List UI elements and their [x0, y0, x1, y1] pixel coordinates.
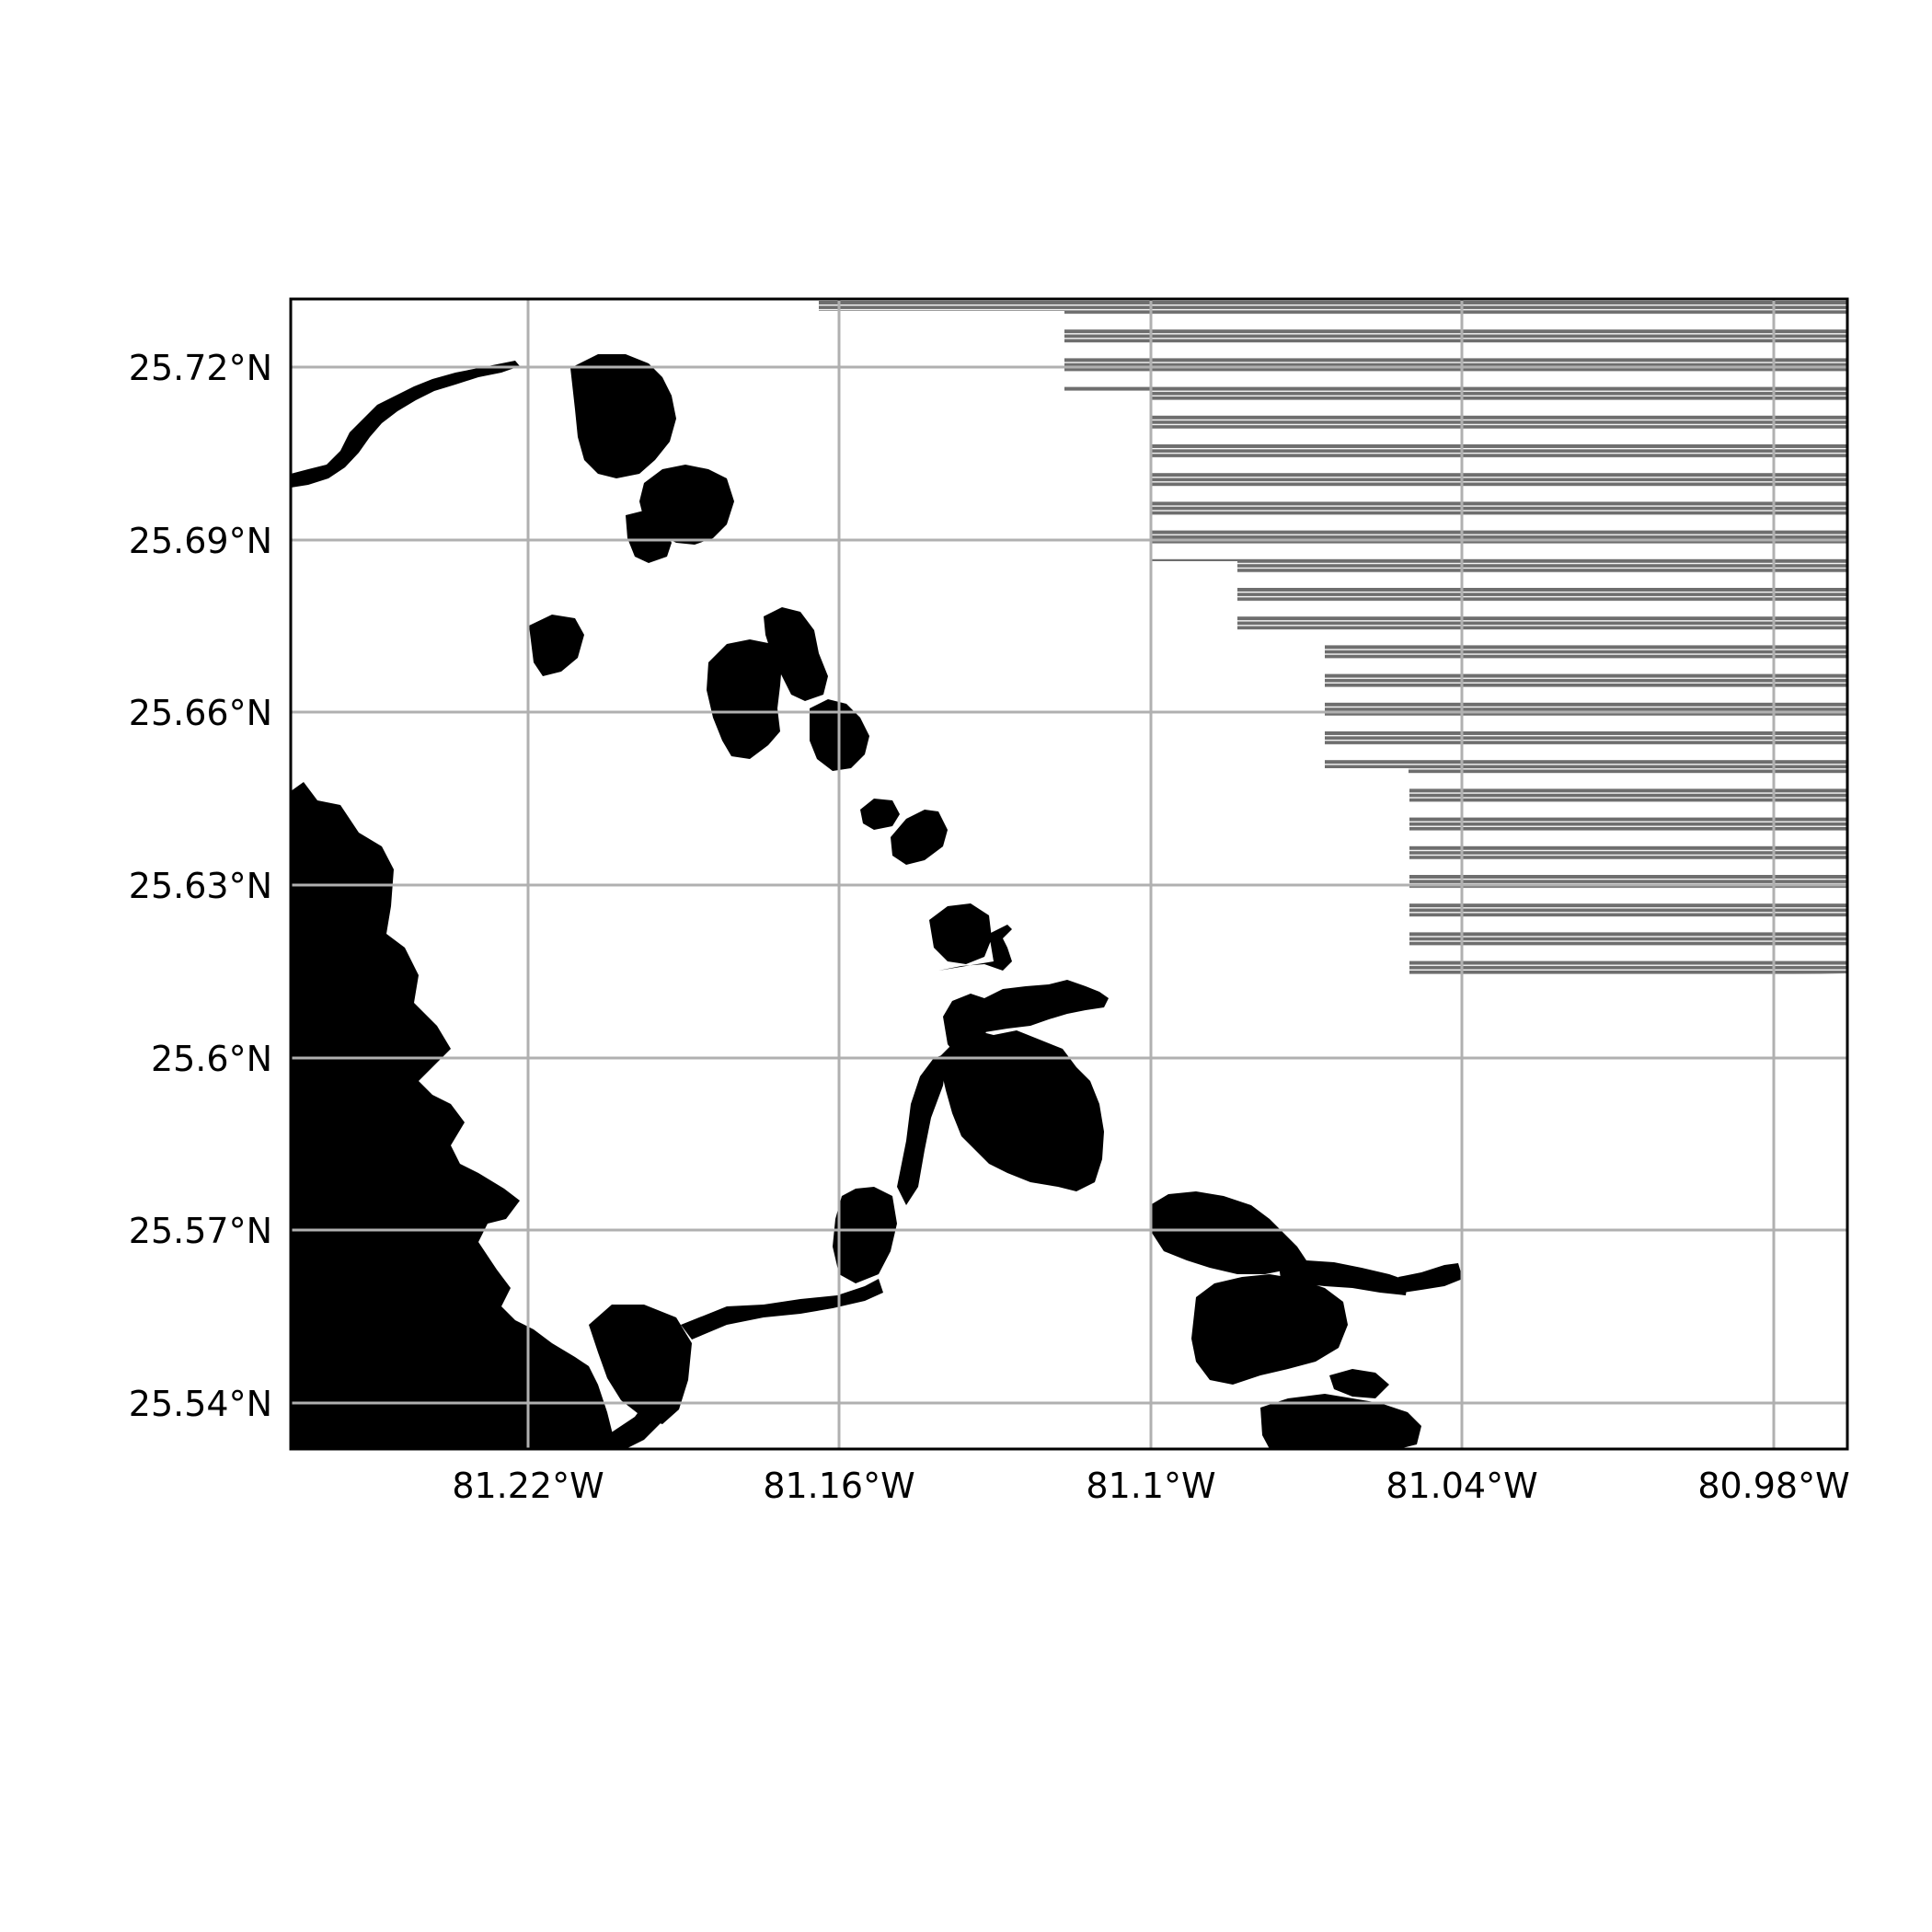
lon-tick-label: 81.04°W	[1386, 1466, 1537, 1506]
lat-axis-labels: 25.72°N 25.69°N 25.66°N 25.63°N 25.6°N 2…	[129, 348, 272, 1424]
lat-tick-label: 25.69°N	[129, 521, 272, 561]
lake-3	[891, 810, 948, 865]
right-lower-channel	[1260, 1394, 1421, 1449]
mid-blob	[943, 994, 989, 1056]
lon-axis-labels: 81.22°W 81.16°W 81.1°W 81.04°W 80.98°W	[452, 1466, 1849, 1506]
mid-upper-lobes	[948, 980, 1109, 1040]
right-basin-1	[1150, 1191, 1306, 1274]
lon-tick-label: 81.16°W	[763, 1466, 914, 1506]
lake-6	[764, 607, 828, 701]
lon-tick-label: 80.98°W	[1697, 1466, 1849, 1506]
mid-cluster	[938, 1030, 1104, 1191]
lake-1	[929, 903, 992, 964]
gridlines	[291, 299, 1847, 1449]
lat-tick-label: 25.63°N	[129, 866, 272, 906]
lake-5	[707, 639, 782, 759]
lake-4	[860, 799, 900, 830]
coastal-water-left	[291, 782, 616, 1449]
right-channel-1	[1279, 1260, 1408, 1295]
map-frame	[289, 297, 1849, 1451]
channel-lower-left	[607, 1398, 662, 1449]
main-channel	[681, 1279, 883, 1340]
west-river	[291, 361, 520, 488]
lake-10	[626, 511, 672, 563]
lake-11	[529, 615, 584, 676]
lat-tick-label: 25.6°N	[151, 1039, 272, 1079]
lat-tick-label: 25.57°N	[129, 1211, 272, 1251]
central-bay	[589, 1305, 692, 1424]
lon-tick-label: 81.1°W	[1086, 1466, 1215, 1506]
lat-tick-label: 25.54°N	[129, 1384, 272, 1424]
lake-9	[639, 465, 734, 545]
lat-tick-label: 25.72°N	[129, 348, 272, 388]
mid-basin	[833, 1187, 897, 1283]
right-channel-2	[1398, 1263, 1463, 1293]
water-features	[291, 354, 1463, 1449]
striped-coverage-area	[819, 301, 1847, 981]
right-basin-2	[1191, 1274, 1348, 1385]
lake-2	[938, 925, 1012, 971]
lon-tick-label: 81.22°W	[452, 1466, 604, 1506]
mid-channel-up	[897, 1053, 948, 1205]
lat-tick-label: 25.66°N	[129, 693, 272, 733]
right-bottom-channel	[1329, 1369, 1389, 1398]
lake-8	[570, 354, 676, 478]
